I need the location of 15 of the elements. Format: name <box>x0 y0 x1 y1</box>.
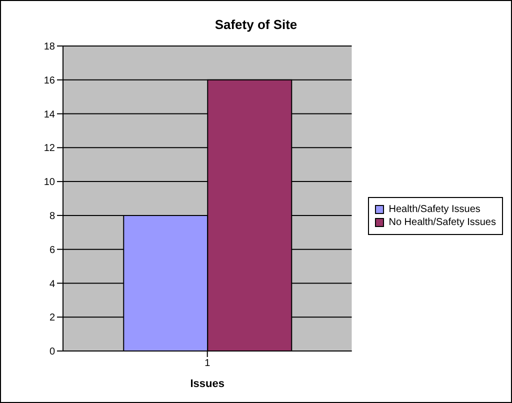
chart-title: Safety of Site <box>214 17 298 32</box>
y-tick-label: 6 <box>49 244 56 256</box>
y-tick-label: 16 <box>44 75 56 86</box>
y-tick-label: 4 <box>49 278 56 290</box>
y-tick-label: 2 <box>49 312 56 324</box>
x-axis-title: Issues <box>190 378 224 390</box>
y-tick-label: 0 <box>49 346 56 358</box>
y-tick-label: 18 <box>44 42 56 53</box>
y-tick-label: 10 <box>44 177 56 188</box>
x-tick-label: 1 <box>204 358 211 370</box>
legend-label: Health/Safety Issues <box>388 204 480 215</box>
legend-label: No Health/Safety Issues <box>388 217 496 228</box>
y-tick-label: 14 <box>44 109 56 120</box>
y-tick-label: 8 <box>49 210 56 222</box>
y-tick-label: 12 <box>44 143 56 154</box>
